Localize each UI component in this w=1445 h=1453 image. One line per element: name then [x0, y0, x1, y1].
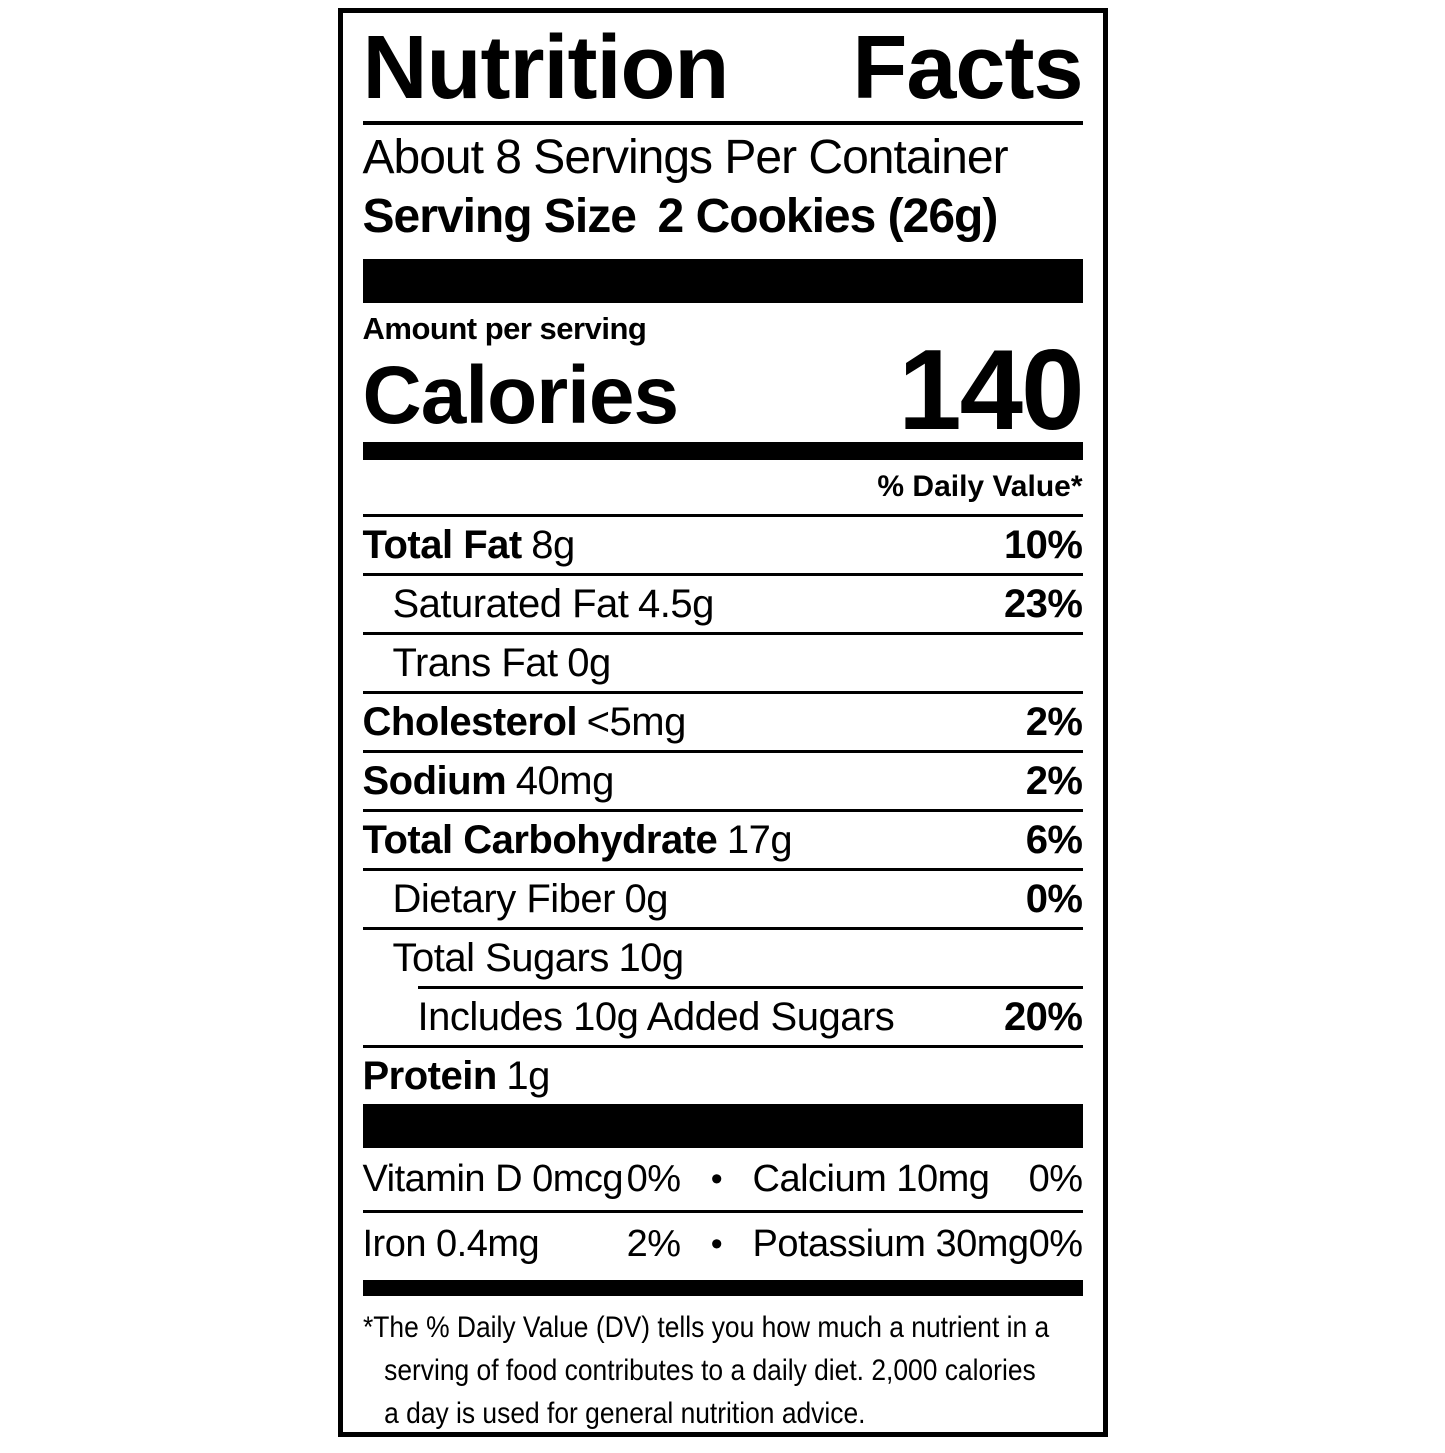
footnote-line: serving of food contributes to a daily d… — [383, 1354, 1036, 1387]
nutrient-amount: 0g — [567, 641, 611, 685]
servings-per-container: About 8 Servings Per Container — [362, 131, 1009, 184]
footnote-line: *The % Daily Value (DV) tells you how mu… — [362, 1311, 1049, 1344]
nutrient-name: Cholesterol — [362, 700, 578, 744]
nutrient-dv: 2% — [1025, 759, 1083, 803]
nutrient-row-dietary-fiber: Dietary Fiber 0g 0% — [362, 868, 1083, 927]
micro-right-dv: 0% — [1028, 1223, 1083, 1265]
nutrient-row-protein: Protein 1g — [362, 1045, 1083, 1104]
nutrient-name: Total Fat — [362, 523, 523, 567]
micro-right-name: Potassium 30mg — [752, 1223, 1030, 1265]
section-bar-bottom — [362, 1280, 1083, 1296]
micro-left-name: Iron 0.4mg — [362, 1223, 540, 1265]
nutrient-dv: 6% — [1025, 818, 1083, 862]
nutrient-dv: 10% — [1003, 523, 1083, 567]
nutrient-amount: 17g — [726, 818, 793, 862]
calories-label: Calories — [362, 350, 680, 441]
serving-size-line: Serving Size 2 Cookies (26g) — [363, 187, 1083, 247]
nutrient-row-saturated-fat: Saturated Fat 4.5g 23% — [362, 573, 1083, 632]
serving-size-label: Serving Size — [362, 190, 637, 243]
nutrient-dv: 0% — [1025, 877, 1083, 921]
nutrient-amount: 8g — [531, 523, 575, 567]
nutrient-row-total-sugars: Total Sugars 10g — [362, 927, 1083, 986]
nutrient-row-sodium: Sodium 40mg 2% — [362, 750, 1083, 809]
micronutrient-row-1: Vitamin D 0mcg 0% • Calcium 10mg 0% — [363, 1148, 1083, 1210]
nutrient-name: Trans Fat — [392, 641, 559, 685]
calories-row: Calories 140 — [362, 327, 1085, 454]
nutrient-amount: 10g — [618, 936, 684, 980]
section-bar-top — [362, 259, 1083, 303]
nutrient-amount: 1g — [506, 1054, 550, 1098]
nutrient-row-total-carbohydrate: Total Carbohydrate 17g 6% — [362, 809, 1083, 868]
bullet-separator: • — [710, 1225, 723, 1263]
bullet-separator: • — [710, 1160, 723, 1198]
micro-right-name: Calcium 10mg — [752, 1158, 990, 1200]
nutrient-name: Saturated Fat — [392, 582, 629, 626]
nutrient-amount: <5mg — [586, 700, 687, 744]
footnote-line: a day is used for general nutrition advi… — [383, 1397, 865, 1430]
nutrient-dv: 20% — [1003, 995, 1083, 1039]
calories-value: 140 — [898, 327, 1084, 454]
nutrient-row-cholesterol: Cholesterol <5mg 2% — [362, 691, 1083, 750]
nutrient-amount: 40mg — [515, 759, 615, 803]
title-divider — [362, 121, 1083, 125]
footnote: *The % Daily Value (DV) tells you how mu… — [362, 1306, 1049, 1432]
micro-left-name: Vitamin D 0mcg — [362, 1158, 624, 1200]
nutrient-name: Dietary Fiber — [392, 877, 616, 921]
nutrient-name: Total Carbohydrate — [362, 818, 718, 862]
section-bar-calories — [362, 442, 1083, 460]
micronutrient-row-2: Iron 0.4mg 2% • Potassium 30mg 0% — [362, 1210, 1083, 1275]
nutrient-row-total-fat: Total Fat 8g 10% — [362, 514, 1083, 573]
nutrient-row-added-sugars: Includes 10g Added Sugars 20% — [417, 986, 1083, 1045]
nutrient-name: Sodium — [362, 759, 507, 803]
nutrient-dv: 23% — [1003, 582, 1083, 626]
nutrient-row-trans-fat: Trans Fat 0g — [362, 632, 1083, 691]
micro-left-dv: 0% — [626, 1158, 681, 1200]
nutrient-name: Includes 10g Added Sugars — [417, 995, 895, 1039]
nutrient-name: Protein — [362, 1054, 498, 1098]
micro-right-dv: 0% — [1028, 1158, 1083, 1200]
nutrient-amount: 0g — [624, 877, 669, 921]
nutrient-dv: 2% — [1025, 700, 1083, 744]
label-title: Nutrition Facts — [362, 18, 1084, 118]
section-bar-protein — [362, 1104, 1083, 1148]
micro-left-dv: 2% — [626, 1223, 681, 1265]
daily-value-header: % Daily Value* — [877, 470, 1083, 503]
amount-per-serving-label: Amount per serving — [362, 311, 647, 346]
nutrient-name: Total Sugars — [392, 936, 610, 980]
serving-size-value: 2 Cookies (26g) — [657, 190, 999, 243]
nutrient-amount: 4.5g — [637, 582, 714, 626]
nutrition-facts-label: Nutrition Facts About 8 Servings Per Con… — [337, 8, 1108, 1437]
